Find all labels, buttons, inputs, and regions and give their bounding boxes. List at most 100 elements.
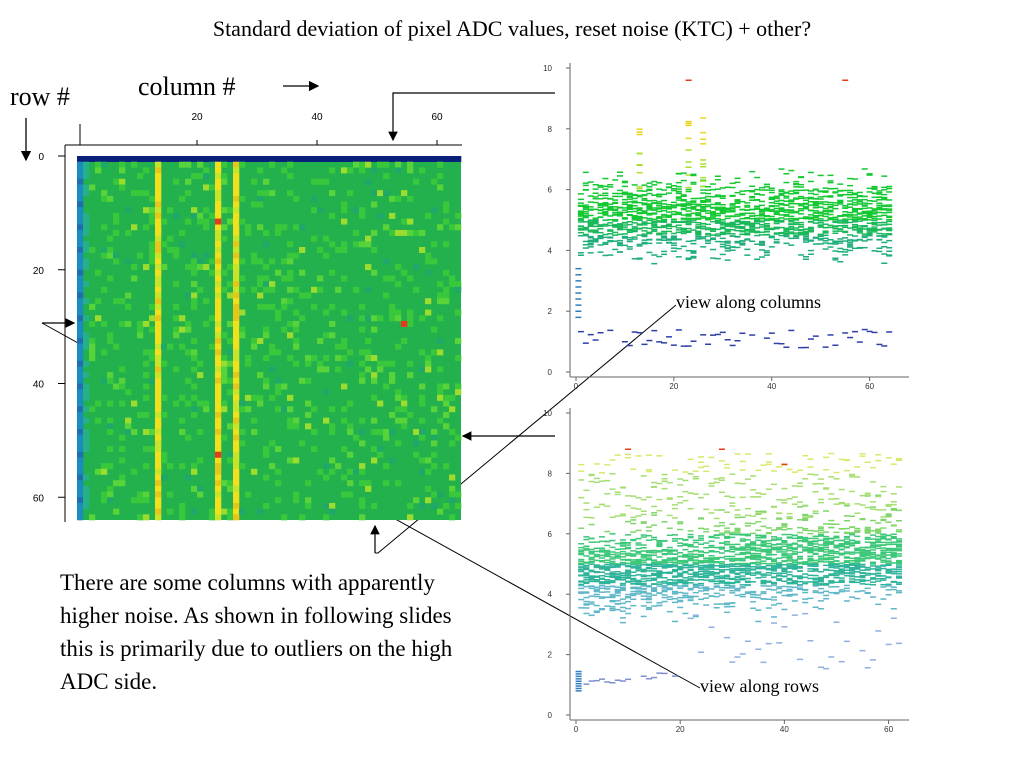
data-point bbox=[822, 240, 829, 242]
data-point bbox=[675, 212, 682, 214]
heatmap-cell bbox=[245, 394, 252, 401]
data-point bbox=[609, 558, 616, 560]
data-point bbox=[881, 253, 888, 255]
data-point bbox=[692, 555, 699, 558]
heatmap-cell bbox=[203, 298, 210, 305]
heatmap-cell bbox=[233, 252, 240, 259]
heatmap-cell bbox=[263, 383, 270, 390]
data-point bbox=[630, 565, 637, 568]
heatmap-cell bbox=[359, 417, 366, 424]
heatmap-cell bbox=[419, 417, 426, 424]
data-point bbox=[621, 203, 628, 205]
data-point bbox=[661, 203, 668, 205]
data-point bbox=[773, 213, 780, 215]
heatmap-cells bbox=[77, 156, 462, 521]
data-point bbox=[729, 249, 736, 251]
heatmap-cell bbox=[299, 440, 306, 447]
data-point bbox=[807, 562, 814, 564]
heatmap-cell bbox=[221, 366, 228, 373]
data-point bbox=[698, 466, 704, 469]
data-point bbox=[690, 181, 697, 184]
data-point bbox=[631, 202, 638, 204]
data-point bbox=[778, 190, 785, 193]
data-point bbox=[807, 214, 814, 216]
data-point bbox=[617, 227, 623, 230]
data-point bbox=[700, 179, 707, 181]
data-point bbox=[833, 471, 840, 474]
heatmap-cell bbox=[149, 212, 156, 219]
data-point bbox=[719, 212, 726, 215]
data-point bbox=[791, 600, 798, 602]
data-point bbox=[713, 595, 720, 598]
data-point bbox=[645, 579, 652, 582]
data-point bbox=[607, 184, 614, 186]
heatmap-cell bbox=[77, 201, 84, 208]
data-point bbox=[817, 482, 824, 485]
data-point bbox=[597, 216, 604, 218]
heatmap-cell bbox=[89, 156, 96, 162]
heatmap-cell bbox=[233, 207, 240, 214]
data-point bbox=[609, 556, 616, 558]
data-point bbox=[881, 345, 888, 347]
data-point bbox=[661, 590, 668, 593]
data-point bbox=[832, 230, 839, 232]
heatmap-cell bbox=[113, 383, 120, 390]
data-point bbox=[636, 212, 643, 214]
data-point bbox=[641, 243, 648, 245]
data-point bbox=[698, 456, 704, 458]
data-point bbox=[690, 200, 697, 202]
data-point bbox=[617, 242, 623, 244]
data-point bbox=[698, 561, 704, 563]
data-point bbox=[793, 217, 800, 220]
data-point bbox=[582, 216, 589, 219]
heatmap-cell bbox=[101, 252, 108, 259]
data-point bbox=[786, 517, 793, 520]
data-point bbox=[588, 474, 595, 477]
data-point bbox=[705, 198, 712, 201]
heatmap-cell bbox=[161, 218, 168, 225]
data-point bbox=[675, 256, 682, 258]
data-point bbox=[583, 545, 590, 547]
data-point bbox=[788, 202, 795, 205]
data-point bbox=[754, 227, 761, 229]
data-point bbox=[599, 568, 605, 570]
data-point bbox=[823, 542, 830, 544]
data-point bbox=[636, 131, 643, 133]
data-point bbox=[587, 223, 594, 225]
heatmap-cell bbox=[371, 429, 378, 435]
data-point bbox=[708, 595, 715, 597]
heatmap-cell bbox=[383, 224, 390, 231]
data-point bbox=[656, 672, 663, 674]
data-point bbox=[773, 222, 780, 225]
data-point bbox=[677, 596, 684, 599]
data-point bbox=[817, 583, 824, 585]
data-point bbox=[609, 596, 616, 599]
heatmap-cell bbox=[413, 429, 420, 435]
heatmap-cell bbox=[311, 235, 318, 242]
data-point bbox=[700, 189, 707, 191]
data-point bbox=[876, 208, 883, 211]
data-point bbox=[771, 604, 777, 606]
data-point bbox=[778, 192, 785, 195]
data-point bbox=[599, 565, 605, 567]
data-point bbox=[754, 205, 761, 207]
data-point bbox=[666, 192, 672, 194]
heatmap-cell bbox=[299, 514, 306, 521]
data-point bbox=[847, 196, 854, 199]
heatmap-cell bbox=[227, 480, 234, 487]
data-point bbox=[791, 553, 798, 555]
data-point bbox=[778, 217, 785, 219]
data-point bbox=[739, 593, 746, 596]
data-point bbox=[783, 195, 790, 197]
data-point bbox=[781, 567, 788, 569]
data-point bbox=[666, 208, 672, 210]
data-point bbox=[602, 213, 609, 215]
data-point bbox=[718, 594, 725, 596]
data-point bbox=[776, 565, 783, 567]
data-point bbox=[744, 534, 751, 537]
data-point bbox=[807, 226, 814, 229]
data-point bbox=[705, 192, 712, 195]
data-point bbox=[713, 586, 720, 588]
heatmap-cell bbox=[359, 349, 366, 356]
heatmap-cell bbox=[371, 457, 378, 464]
